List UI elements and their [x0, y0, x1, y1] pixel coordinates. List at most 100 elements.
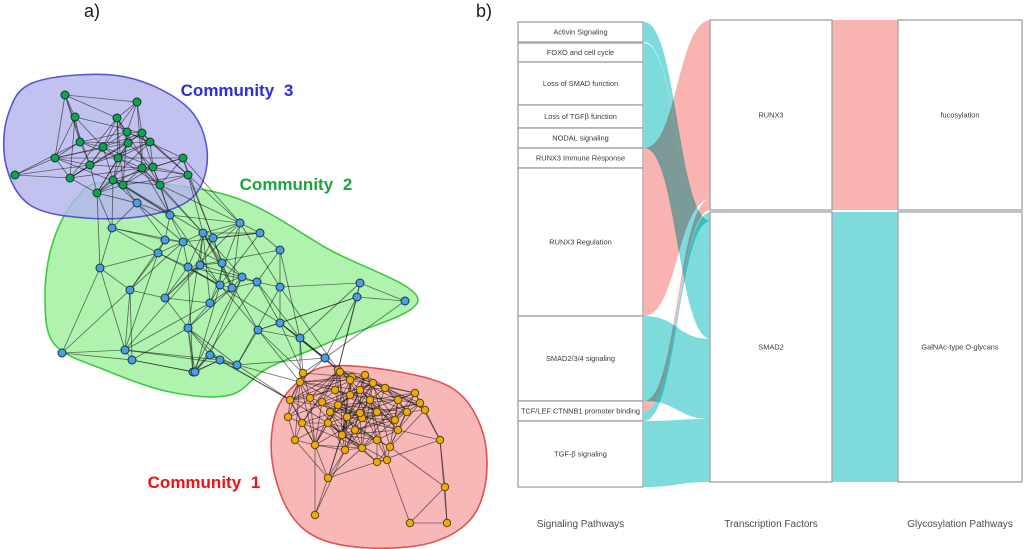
network-edge	[99, 227, 113, 269]
network-edge	[302, 372, 353, 378]
network-edge	[61, 267, 101, 354]
network-node	[368, 378, 378, 388]
network-edge	[187, 287, 233, 329]
network-node	[215, 355, 225, 365]
network-node	[57, 348, 67, 358]
network-node	[340, 445, 350, 455]
stratum-label: Loss of TGFβ function	[544, 112, 617, 121]
network-node	[122, 127, 132, 137]
network-node	[285, 395, 295, 405]
network-edge	[359, 282, 406, 302]
network-bridge-edge	[236, 364, 291, 401]
network-edge	[129, 241, 184, 291]
network-node	[107, 223, 117, 233]
network-edge	[327, 422, 356, 431]
network-node	[92, 188, 102, 198]
community-1-hull	[270, 364, 488, 549]
network-edge	[136, 202, 184, 243]
network-edge	[14, 174, 71, 179]
network-node	[405, 518, 415, 528]
network-edge	[187, 327, 221, 361]
network-edge	[14, 157, 56, 176]
network-node	[153, 248, 163, 258]
axis-column-3: fucosylation GalNAc-type O-glycans Glycosy…	[897, 19, 1023, 530]
network-edge	[111, 227, 166, 241]
network-edge	[361, 382, 374, 449]
network-edge	[164, 297, 211, 304]
flow-runx3-immune-response-to-runx3	[644, 20, 711, 168]
network-edge	[96, 157, 119, 194]
network-node	[305, 393, 315, 403]
network-node	[232, 360, 242, 370]
network-edge	[314, 411, 331, 446]
network-node	[145, 137, 155, 147]
stratum-box	[897, 211, 1023, 483]
network-node	[160, 235, 170, 245]
network-node	[355, 408, 365, 418]
network-edge	[129, 289, 133, 361]
stratum-label: GalNAc-type O-glycans	[921, 343, 999, 352]
network-node	[420, 405, 430, 415]
network-node	[113, 153, 123, 163]
network-edge	[102, 132, 143, 148]
network-edge	[96, 141, 151, 194]
network-bridge-edge	[257, 329, 301, 383]
network-edge	[61, 352, 133, 361]
network-edge	[116, 117, 124, 186]
network-edge	[89, 164, 98, 194]
network-edge	[126, 101, 138, 133]
network-edge	[194, 281, 258, 373]
network-node	[183, 323, 193, 333]
network-edge	[279, 249, 301, 339]
network-node	[345, 375, 355, 385]
network-edge	[124, 252, 159, 351]
network-node	[393, 395, 403, 405]
network-edge	[212, 222, 241, 239]
network-edge	[389, 409, 426, 448]
network-node	[298, 368, 308, 378]
network-edge	[131, 359, 196, 373]
network-edge	[299, 381, 361, 414]
network-edge	[124, 289, 131, 351]
network-edge	[289, 376, 353, 401]
network-node	[372, 435, 382, 445]
network-edge	[314, 444, 363, 449]
network-bridge-edge	[279, 322, 304, 374]
network-edge	[327, 422, 346, 451]
network-edge	[54, 116, 76, 159]
network-edge	[219, 284, 259, 331]
network-edge	[112, 157, 184, 181]
network-node	[283, 412, 293, 422]
axis-title: Signaling Pathways	[537, 519, 624, 530]
network-bridge-edge	[159, 184, 204, 234]
network-edge	[287, 394, 351, 418]
network-node	[275, 245, 285, 255]
network-node	[120, 345, 130, 355]
network-edge	[439, 439, 448, 524]
network-edge	[361, 419, 396, 449]
flow-runx3-to-fucosylation	[831, 20, 899, 210]
stratum-label: RUNX3 Immune Response	[536, 154, 625, 163]
panel-a-label: a)	[84, 1, 101, 21]
panel-b-label: b)	[476, 1, 493, 21]
stratum-box	[517, 167, 644, 317]
network-edge	[79, 131, 128, 143]
network-edge	[257, 296, 358, 331]
network-bridge-edge	[299, 357, 326, 383]
network-node	[410, 388, 420, 398]
network-edge	[79, 141, 129, 144]
network-node	[123, 138, 133, 148]
network-edge	[187, 327, 238, 366]
network-node	[342, 412, 352, 422]
network-edge	[199, 264, 221, 286]
network-edge	[386, 459, 411, 524]
network-edge	[327, 461, 378, 479]
network-edge	[314, 444, 346, 451]
network-node	[415, 398, 425, 408]
network-edge	[99, 252, 159, 269]
network-node	[165, 210, 175, 220]
flow-tcf-lef-ctnnb1-promoter-binding-to-runx3	[644, 199, 711, 411]
network-edge	[112, 179, 161, 186]
network-edge	[287, 397, 311, 418]
network-edge	[164, 264, 201, 299]
